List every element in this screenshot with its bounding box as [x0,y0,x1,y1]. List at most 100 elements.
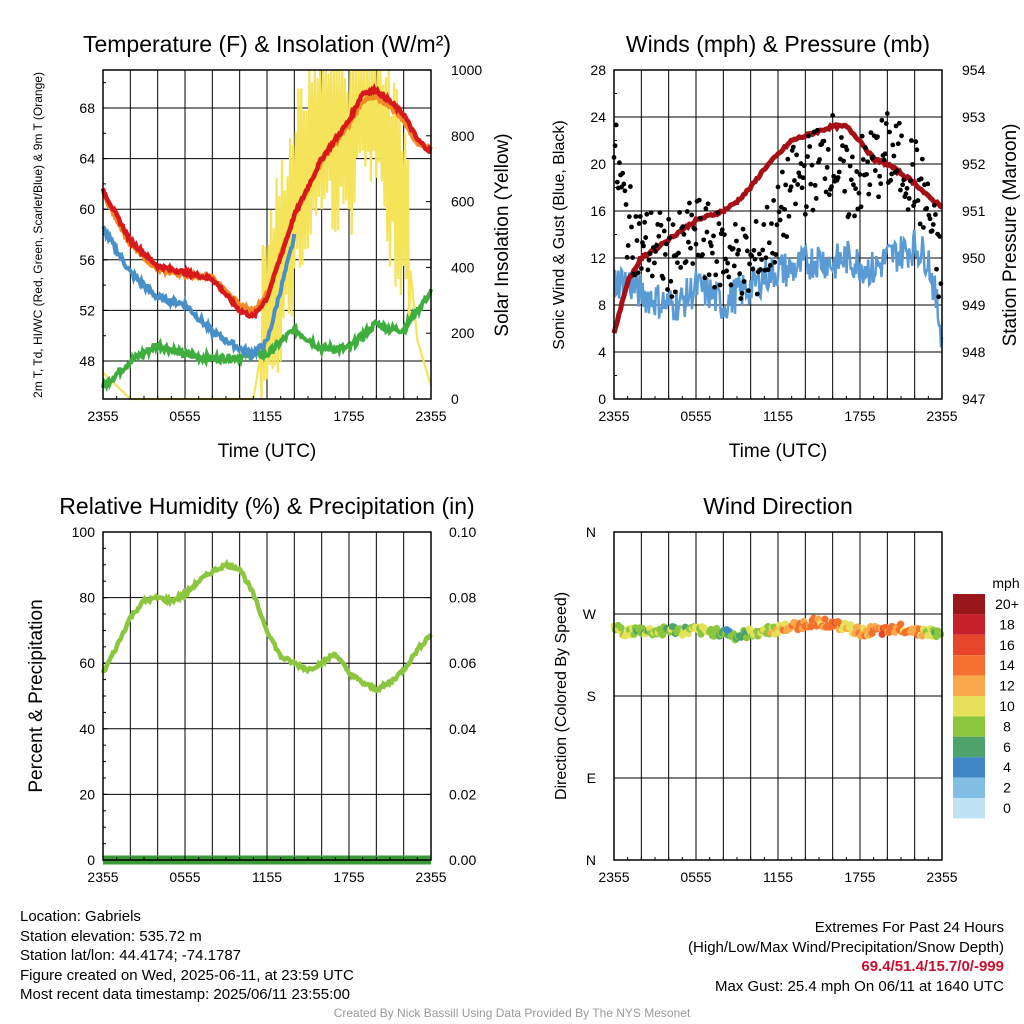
series-wind [613,229,944,348]
gust-point [658,222,664,228]
y2-tick-label: 952 [962,156,986,172]
legend-swatch [953,696,985,717]
gust-point [634,238,640,243]
y-axis-label: Percent & Precipitation [26,599,47,792]
gust-point [675,260,680,266]
gust-point [747,261,752,267]
gust-point [737,271,743,277]
gust-point [645,267,651,273]
gust-point [879,117,885,123]
gust-point [898,187,903,193]
gust-point [719,227,725,233]
gust-point [701,237,707,243]
gust-point [647,251,653,257]
gust-point [921,225,926,230]
x-tick-label: 1155 [252,408,282,424]
y-tick-label: 60 [79,201,95,217]
legend-swatch [953,757,985,778]
y-axis-label: 2m T, Td, HI/WC (Red, Green, Scarlet/Blu… [31,72,45,398]
gust-point [713,272,719,278]
gust-point [696,197,702,203]
y-tick-label: 80 [79,590,95,606]
y-tick-label: 20 [590,156,606,172]
gust-point [917,221,923,227]
gust-point [849,154,855,160]
gust-point [784,234,790,240]
gust-point [690,261,696,266]
gust-point [734,238,739,244]
gust-point [788,184,794,190]
gust-point [667,235,673,241]
gust-point [829,184,834,190]
gust-point [638,266,644,271]
gust-point [839,135,844,140]
gust-point [872,168,878,173]
gust-point [868,130,874,136]
x-tick-label: 1755 [844,869,875,885]
gust-point [857,172,863,177]
legend-swatch [953,594,985,615]
gust-point [708,243,714,249]
legend-label: 2 [1003,780,1011,796]
y2-axis-label: Solar Insolation (Yellow) [492,133,513,336]
gust-point [817,157,822,162]
gust-point [670,222,676,227]
x-tick-label: 1755 [333,408,364,424]
gust-point [777,217,783,223]
gust-point [771,198,777,203]
legend-label: 0 [1003,800,1011,816]
gust-point [726,274,732,280]
gust-point [856,190,862,196]
gust-point [677,209,682,215]
gust-point [687,200,692,206]
gust-point [641,243,646,249]
gust-point [870,154,876,160]
gust-point [759,257,764,262]
station-location: Location: Gabriels [20,908,141,925]
gust-point [728,282,734,288]
gust-point [735,251,740,257]
gust-point [825,147,831,152]
y-tick-label: 68 [79,100,95,116]
legend-label: 4 [1003,759,1011,775]
gust-point [851,182,856,188]
direction-point [847,621,855,629]
gust-point [908,138,914,143]
gust-point [806,133,812,139]
y-tick-label: 56 [79,252,95,268]
gust-point [841,158,846,164]
gust-point [936,294,942,300]
gust-point [899,133,904,139]
x-tick-label: 1755 [333,869,364,885]
extremes-title: Extremes For Past 24 Hours [814,919,1004,936]
gust-point [716,221,722,227]
gust-point [918,176,924,182]
x-tick-label: 2355 [415,869,446,885]
gust-point [714,259,720,264]
gust-point [700,252,705,257]
gust-point [809,162,815,168]
gust-point [637,214,643,219]
gust-point [794,152,799,158]
gust-point [865,159,871,165]
gust-point [878,181,884,187]
gust-point [624,254,630,260]
gust-point [901,177,907,183]
gust-point [717,282,723,288]
direction-point [897,620,905,628]
gust-point [668,278,674,284]
recent-timestamp: Most recent data timestamp: 2025/06/11 2… [20,986,350,1003]
gust-point [614,179,620,185]
gust-point [823,189,829,195]
y-tick-label: 64 [79,151,95,167]
extremes-subtitle: (High/Low/Max Wind/Precipitation/Snow De… [688,938,1004,956]
x-tick-label: 2355 [415,408,446,424]
y-tick-label: 20 [79,786,95,802]
legend-label: 10 [999,698,1015,714]
gust-point [881,157,887,163]
x-axis-label: Time (UTC) [729,441,828,462]
gust-point [736,247,742,253]
gust-point [725,260,731,266]
gust-point [808,181,814,187]
gust-point [792,178,797,183]
